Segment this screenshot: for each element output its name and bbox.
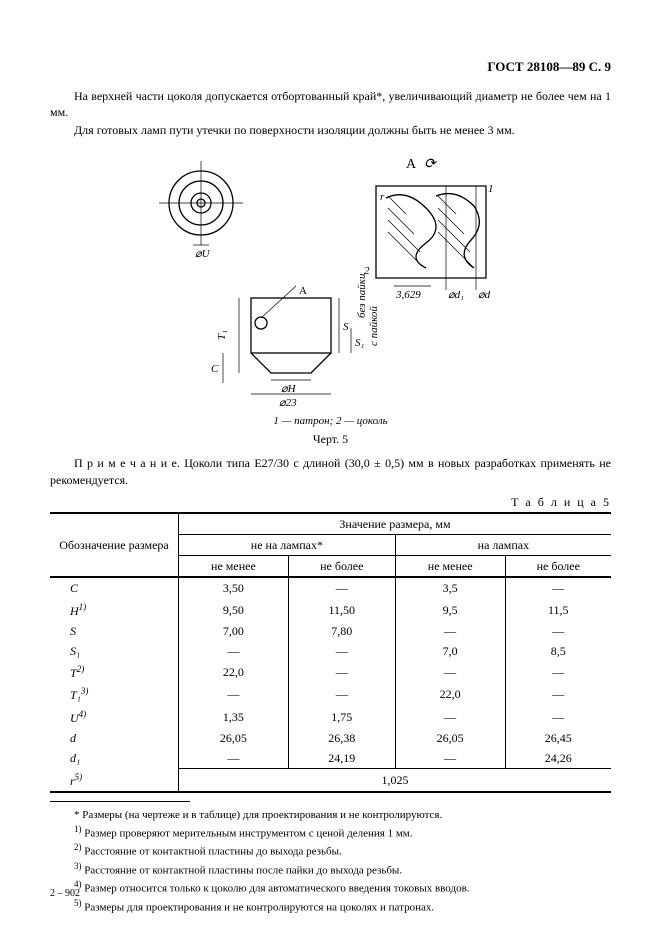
dim-23: ⌀23 (279, 397, 297, 408)
dim-r: r (380, 191, 385, 203)
print-mark: 2 – 902 (50, 887, 80, 901)
note-s: с пайкой (368, 306, 380, 346)
table-label: Т а б л и ц а 5 (50, 494, 611, 510)
table-row: S₁——7,08,5 (50, 641, 611, 661)
fig-caption-num: Черт. 5 (50, 431, 611, 447)
th-col1: Обозначение размера (50, 513, 179, 578)
table-row: U4)1,351,75—— (50, 706, 611, 728)
fn-2: 2) Расстояние от контактной пластины до … (50, 841, 611, 860)
label-1: 1 (488, 183, 494, 195)
label-A-view: A (406, 157, 417, 172)
dim-S: S (343, 321, 349, 333)
table-row: T₁3)——22,0— (50, 683, 611, 705)
th-max2: не более (505, 556, 611, 578)
label-A: A (299, 285, 307, 297)
table-row: T2)22,0——— (50, 661, 611, 683)
doc-id: ГОСТ 28108—89 С. 9 (50, 58, 611, 76)
dim-thread: 3,629 (395, 289, 421, 301)
table-row: C3,50—3,5— (50, 577, 611, 598)
document-page: ГОСТ 28108—89 С. 9 На верхней части цоко… (0, 0, 661, 936)
dim-C: C (211, 363, 219, 375)
paragraph-2: Для готовых ламп пути утечки по поверхно… (50, 122, 611, 138)
th-group: Значение размера, мм (179, 513, 612, 535)
th-min2: не менее (395, 556, 505, 578)
th-sub2: на лампах (395, 535, 611, 556)
dim-d1: ⌀d₁ (448, 289, 464, 301)
note-bez: без пайки (356, 273, 368, 318)
fn-1: 1) Размер проверяют мерительным инструме… (50, 823, 611, 842)
dim-d: ⌀d (478, 289, 491, 301)
figure-svg: ⌀U A ⟳ (141, 148, 521, 408)
figure-5: ⌀U A ⟳ (50, 148, 611, 447)
th-max1: не более (288, 556, 395, 578)
dim-H: ⌀H (281, 383, 297, 395)
row-r-name: r5) (50, 769, 179, 792)
fn-5: 5) Размеры для проектирования и не контр… (50, 897, 611, 916)
th-min1: не менее (179, 556, 289, 578)
fn-3: 3) Расстояние от контактной пластины пос… (50, 860, 611, 879)
note-paragraph: П р и м е ч а н и е. Цоколи типа Е27/30 … (50, 455, 611, 487)
fn-star: * Размеры (на чертеже и в таблице) для п… (50, 808, 611, 823)
svg-text:⟳: ⟳ (424, 157, 437, 172)
fn-4: 4) Размер относится только к цоколю для … (50, 878, 611, 897)
table-row: d26,0526,3826,0526,45 (50, 728, 611, 748)
row-r-val: 1,025 (179, 769, 612, 792)
paragraph-1: На верхней части цоколя допускается отбо… (50, 88, 611, 120)
table-row: H1)9,5011,509,511,5 (50, 599, 611, 621)
fig-caption-parts: 1 — патрон; 2 — цоколь (50, 414, 611, 429)
table-5: Обозначение размера Значение размера, мм… (50, 512, 611, 793)
dim-T1: T₁ (216, 330, 228, 340)
table-row: S7,007,80—— (50, 621, 611, 641)
table-row: d₁—24,19—24,26 (50, 748, 611, 769)
note-lead: П р и м е ч а н и е. (74, 456, 180, 470)
dim-U: ⌀U (195, 248, 211, 260)
dim-S1: S₁ (355, 337, 365, 349)
th-sub1: не на лампах* (179, 535, 396, 556)
footnotes: * Размеры (на чертеже и в таблице) для п… (50, 801, 611, 915)
